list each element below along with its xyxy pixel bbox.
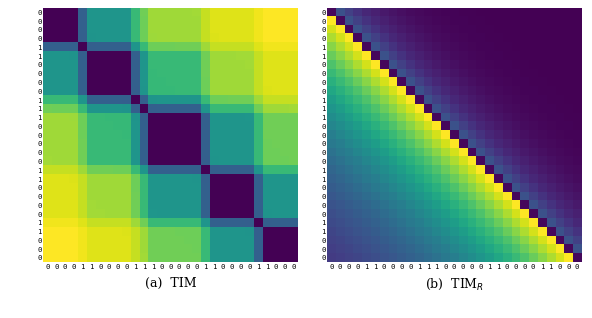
X-axis label: (a)  TIM: (a) TIM xyxy=(144,277,196,290)
X-axis label: (b)  TIM$_R$: (b) TIM$_R$ xyxy=(424,277,484,292)
